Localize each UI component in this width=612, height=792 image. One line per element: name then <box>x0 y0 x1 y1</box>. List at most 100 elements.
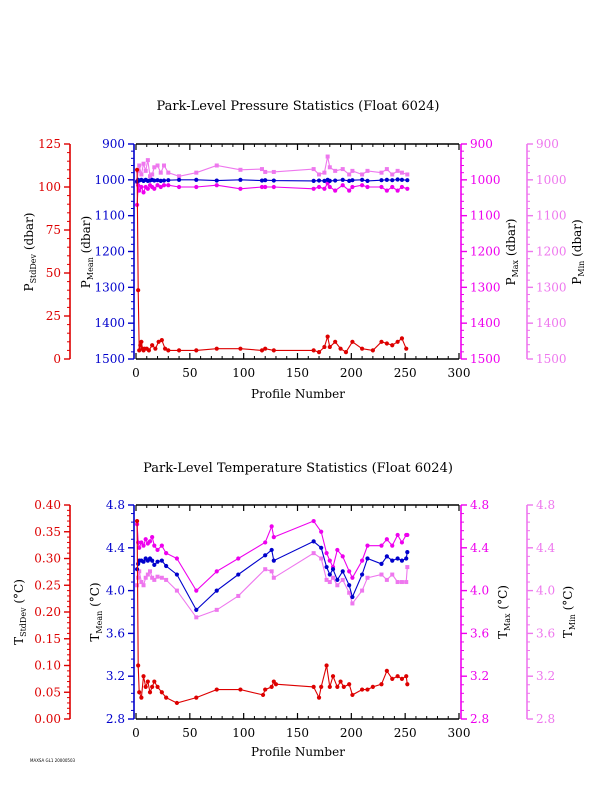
stddev-point <box>194 695 199 700</box>
min-point <box>399 170 404 175</box>
min-point <box>404 580 409 585</box>
x-tick-label: 50 <box>182 366 197 380</box>
stddev-point <box>214 346 219 351</box>
mean-point <box>214 588 219 593</box>
mean-point <box>236 572 241 577</box>
stddev-point <box>238 346 243 351</box>
min-point <box>143 575 148 580</box>
stddev-point <box>338 346 343 351</box>
mean-point <box>405 178 410 183</box>
max-point <box>155 547 160 553</box>
stddev-point <box>260 692 266 698</box>
max-point <box>379 184 384 190</box>
mean-point <box>161 178 167 183</box>
stddev-point <box>194 348 199 353</box>
mean-point <box>141 559 146 564</box>
mean-point <box>365 556 370 561</box>
temperature-max-axis: 2.8 3.2 3.6 4.0 4.4 4.8 <box>460 498 489 726</box>
x-tick-label: 300 <box>448 366 471 380</box>
max-point <box>405 532 410 538</box>
stddev-point <box>143 684 148 690</box>
stddev-point <box>390 676 395 681</box>
max-tick-label: 3.2 <box>470 669 489 683</box>
mean-tick-label: 4.8 <box>106 498 125 512</box>
pressure-stddev-axis: 0 25 50 75 100 125 <box>38 137 71 366</box>
max-point <box>271 535 276 540</box>
stddev-point <box>370 348 375 353</box>
mean-point <box>399 177 405 182</box>
mean-point <box>350 594 355 600</box>
stddev-point <box>316 695 322 700</box>
min-point <box>263 567 268 572</box>
mean-point <box>271 558 276 563</box>
mean-point <box>152 562 157 568</box>
x-tick-label: 150 <box>286 726 309 740</box>
min-point <box>324 577 329 582</box>
stddev-point <box>319 684 324 690</box>
mean-tick-label: 1100 <box>94 209 125 223</box>
max-point <box>194 184 199 190</box>
mean-tick-label: 1500 <box>94 352 125 366</box>
min-point <box>194 615 199 620</box>
stddev-point <box>263 687 268 692</box>
min-point <box>159 575 164 580</box>
pressure-min-axis: 900 1000 1100 1200 1300 1400 1500 <box>526 137 567 366</box>
stddev-point <box>405 682 410 687</box>
max-point <box>405 186 410 191</box>
max-point <box>384 188 389 193</box>
min-point <box>395 580 400 585</box>
min-tick-label: 1300 <box>536 280 567 294</box>
temperature-chart: Park-Level Temperature Statistics (Float… <box>12 461 577 759</box>
stddev-point <box>395 339 400 344</box>
x-tick-label: 250 <box>394 726 417 740</box>
stddev-tick-label: 100 <box>38 180 61 194</box>
stddev-tick-label: 0.25 <box>34 578 61 592</box>
pressure-x-axis: 0 50 100 150 200 250 300 <box>132 143 471 380</box>
min-point <box>311 167 316 172</box>
min-point <box>174 588 179 593</box>
max-point <box>145 186 150 191</box>
mean-point <box>390 558 395 563</box>
mean-point <box>259 178 265 183</box>
mean-tick-label: 3.6 <box>106 626 125 640</box>
mean-point <box>360 572 365 577</box>
min-point <box>139 172 144 177</box>
min-point <box>322 170 327 175</box>
max-tick-label: 4.4 <box>470 541 489 555</box>
min-point <box>263 169 268 174</box>
max-point <box>360 183 365 188</box>
mean-point <box>174 572 180 577</box>
max-point <box>161 183 167 188</box>
min-tick-label: 1500 <box>536 352 567 366</box>
min-point <box>141 161 146 166</box>
x-tick-label: 50 <box>182 726 197 740</box>
stddev-tick-label: 0 <box>53 352 61 366</box>
mean-point <box>340 569 345 574</box>
temperature-mean-axis-label: TMean (°C) <box>88 582 104 641</box>
pressure-max-axis: 900 1000 1100 1200 1300 1400 1500 <box>460 137 501 366</box>
max-point <box>347 569 352 574</box>
x-tick-label: 0 <box>132 366 140 380</box>
max-point <box>143 537 148 542</box>
stddev-point <box>335 684 340 690</box>
x-tick-label: 150 <box>286 366 309 380</box>
pressure-chart: Park-Level Pressure Statistics (Float 60… <box>22 99 586 401</box>
x-tick-label: 200 <box>340 726 363 740</box>
max-tick-label: 1400 <box>470 316 501 330</box>
min-point <box>269 569 274 574</box>
stddev-point <box>311 684 316 690</box>
min-point <box>145 158 150 163</box>
stddev-tick-label: 0.20 <box>34 605 61 619</box>
min-point <box>147 569 152 574</box>
stddev-point <box>347 682 352 687</box>
mean-point <box>390 178 395 183</box>
stddev-point <box>350 339 355 344</box>
min-point <box>137 569 142 574</box>
mean-point <box>176 177 182 182</box>
stddev-point <box>399 336 405 341</box>
stddev-point <box>384 341 389 346</box>
max-point <box>150 535 155 540</box>
max-tick-label: 1100 <box>470 209 501 223</box>
min-point <box>155 574 160 579</box>
min-point <box>360 588 365 593</box>
